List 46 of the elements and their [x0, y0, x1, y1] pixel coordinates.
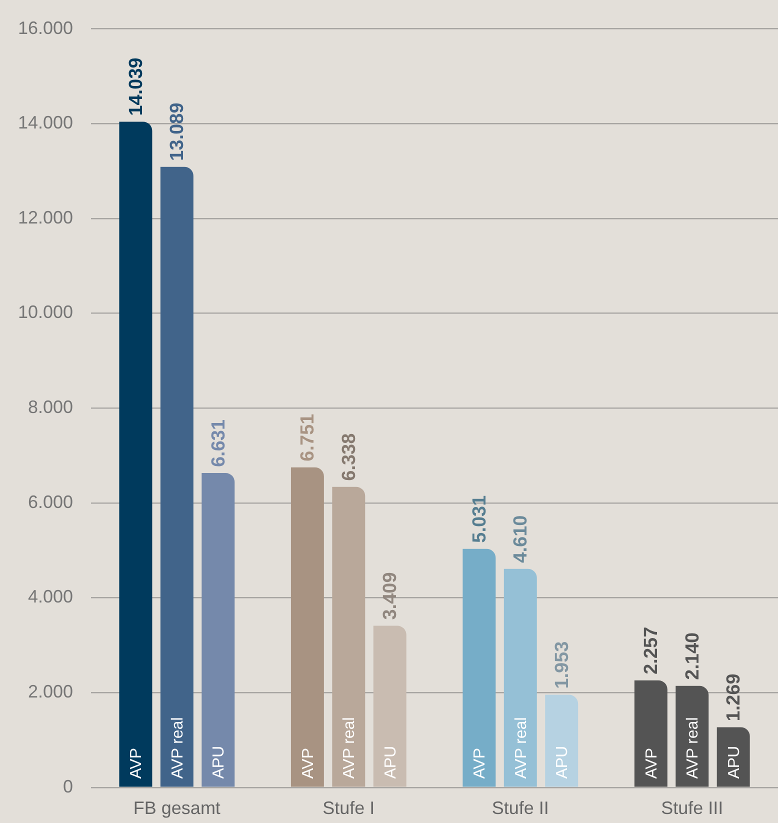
- data-label: 6.631: [208, 419, 230, 468]
- x-tick-label: Stufe II: [492, 798, 549, 818]
- text: AVP real: [512, 717, 530, 779]
- x-tick-label: FB gesamt: [133, 798, 220, 818]
- text: AVP: [128, 748, 146, 779]
- y-tick-label: 8.000: [28, 397, 74, 418]
- text: AVP: [472, 748, 489, 779]
- series-label: AVP real: [169, 717, 186, 779]
- y-tick-label: 6.000: [28, 492, 74, 512]
- text: APU: [382, 746, 400, 779]
- data-label: 2.140: [682, 632, 704, 680]
- data-label: 3.409: [380, 572, 402, 620]
- text: AVP real: [684, 717, 702, 779]
- bar: [504, 568, 537, 787]
- data-label: 13.089: [167, 102, 188, 161]
- text: AVP: [300, 748, 317, 779]
- bar: [290, 467, 324, 787]
- y-tick-label: 0: [63, 776, 74, 796]
- bar: [462, 548, 496, 787]
- text: AVP real: [341, 717, 358, 779]
- data-label: 5.031: [469, 494, 490, 543]
- bar: [373, 626, 406, 787]
- y-tick-label: 2.000: [28, 682, 74, 702]
- y-tick-label: 14.000: [18, 112, 74, 133]
- data-label: 14.039: [126, 58, 147, 116]
- data-label: 6.751: [298, 413, 319, 462]
- text: APU: [554, 746, 572, 779]
- data-label: 6.338: [338, 433, 360, 481]
- text: APU: [726, 746, 743, 779]
- data-label: 1.953: [552, 641, 573, 689]
- bar: [160, 166, 194, 787]
- x-tick-label: Stufe I: [322, 798, 375, 818]
- y-tick-label: 12.000: [18, 207, 74, 228]
- bar: [202, 473, 235, 787]
- data-label: 4.610: [510, 515, 532, 563]
- series-label: APU: [210, 746, 228, 779]
- bar: [332, 486, 366, 787]
- series-label: AVP: [643, 748, 660, 779]
- bar: [119, 122, 152, 787]
- data-label: 2.257: [641, 626, 662, 674]
- data-label: 1.269: [724, 674, 745, 722]
- y-tick-label: 16.000: [18, 18, 74, 38]
- y-tick-label: 10.000: [18, 302, 74, 322]
- bar: [545, 694, 578, 787]
- x-tick-label: Stufe III: [661, 798, 724, 818]
- y-tick-label: 4.000: [28, 586, 74, 607]
